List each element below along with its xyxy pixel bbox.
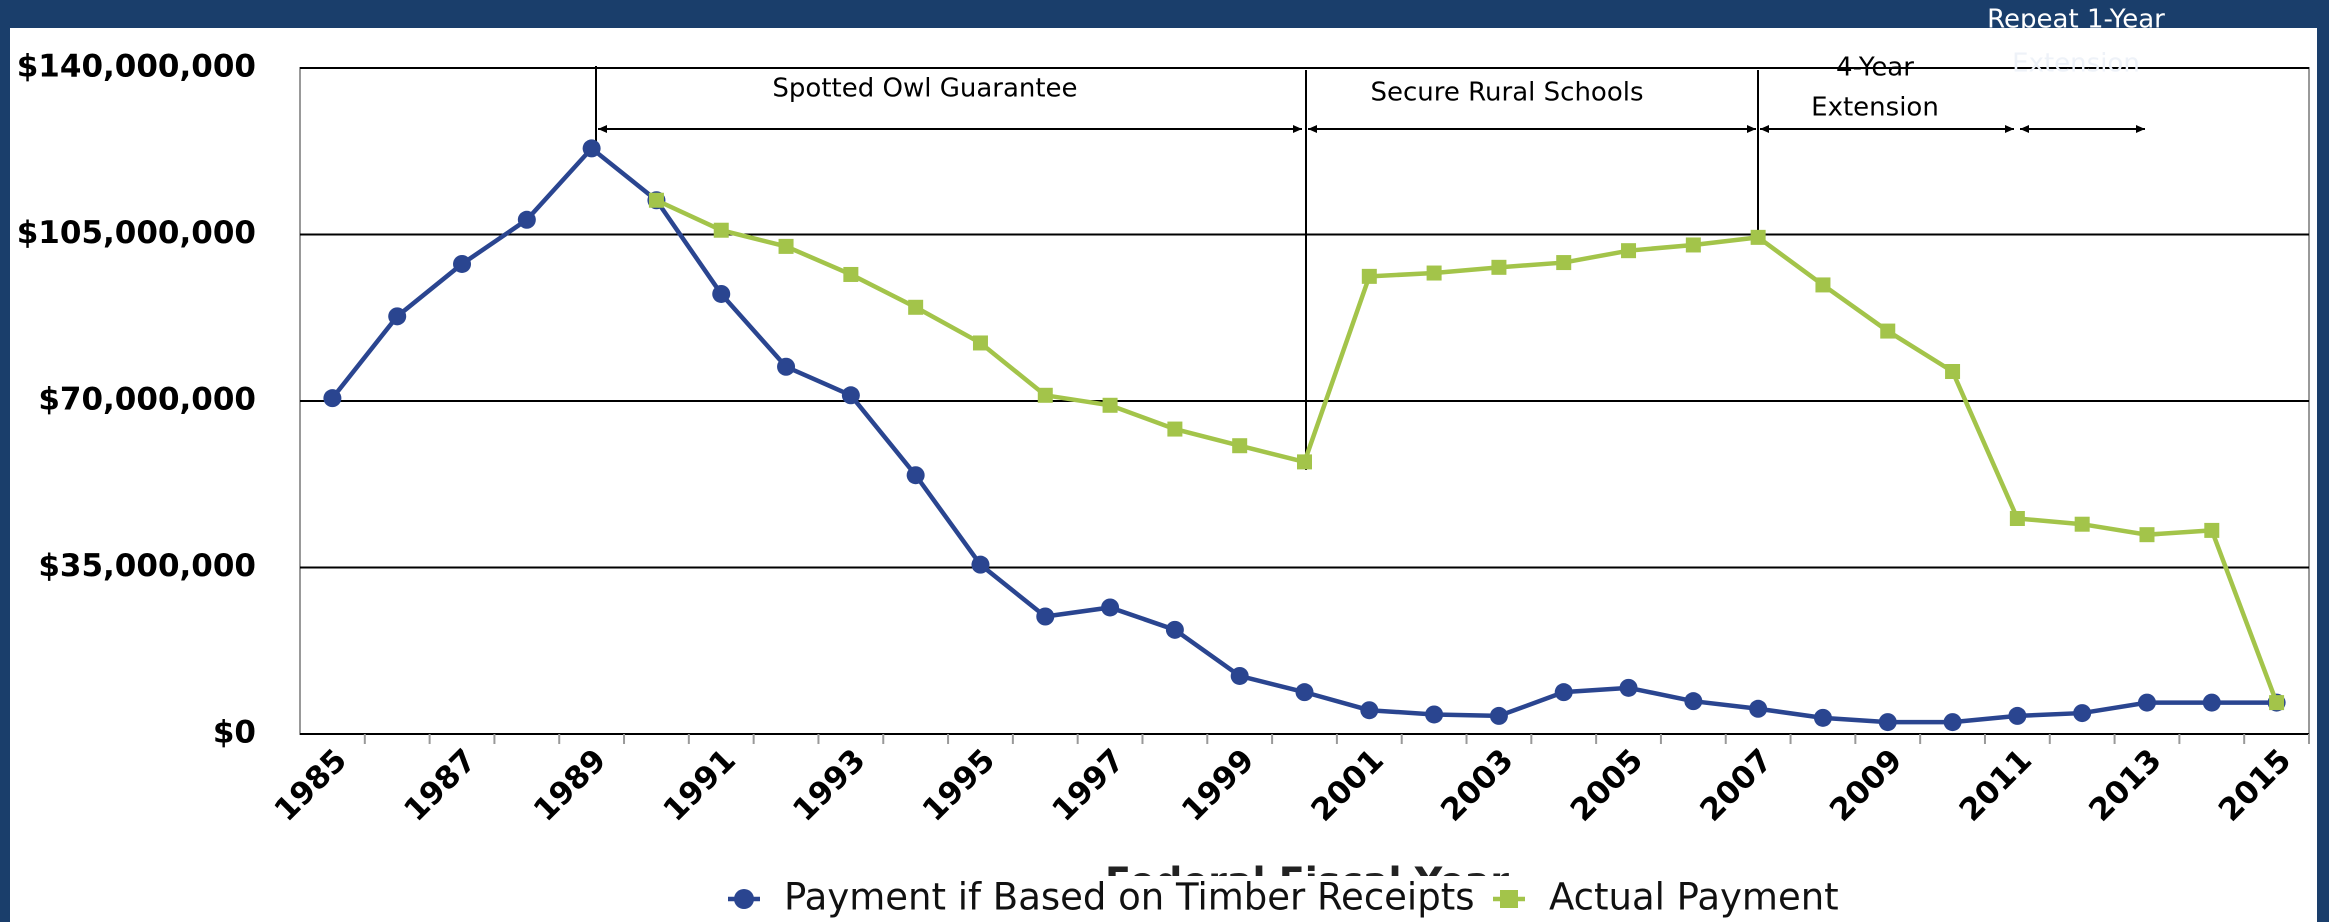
data-point [1945, 364, 1961, 380]
annotation: 4-Year [1836, 53, 1914, 83]
annotation: Spotted Owl Guarantee [772, 74, 1077, 104]
data-point [777, 357, 796, 376]
data-point [1360, 701, 1379, 720]
data-point [1556, 255, 1572, 271]
background [10, 28, 2317, 922]
data-point [713, 222, 729, 238]
data-point [1165, 620, 1184, 639]
y-tick-label: $0 [213, 715, 256, 751]
data-point [1426, 265, 1442, 281]
data-point [1684, 692, 1703, 711]
data-point [1232, 438, 1248, 454]
data-point [1297, 454, 1312, 470]
data-point [1621, 243, 1637, 259]
data-point [906, 466, 925, 485]
data-point [453, 254, 472, 273]
data-point [1489, 706, 1508, 725]
data-point [2202, 693, 2221, 712]
y-tick-label: $70,000,000 [38, 382, 256, 418]
y-tick-label: $105,000,000 [17, 215, 256, 251]
data-point [1036, 607, 1055, 626]
data-point [1813, 708, 1832, 727]
data-point [2204, 522, 2220, 538]
data-point [712, 284, 731, 303]
y-tick-label: $140,000,000 [17, 49, 256, 85]
legend-background [10, 876, 2317, 922]
data-point [1554, 683, 1573, 702]
data-point [1749, 699, 1768, 718]
data-point [2074, 516, 2090, 532]
data-point [2269, 695, 2285, 711]
data-point [1685, 237, 1701, 253]
annotations [595, 66, 2145, 470]
data-point [517, 210, 536, 229]
data-point [323, 389, 342, 408]
legend-label: Actual Payment [1549, 876, 1839, 919]
data-point [582, 139, 601, 158]
data-point [2008, 706, 2027, 725]
data-point [1295, 683, 1314, 702]
data-point [1491, 259, 1507, 275]
data-point [2137, 693, 2156, 712]
data-point [908, 299, 924, 315]
series-line [655, 198, 2279, 704]
data-point [1750, 229, 1766, 245]
data-point [1943, 713, 1962, 732]
data-point [1880, 323, 1896, 339]
data-point [1619, 678, 1638, 697]
data-point [843, 266, 859, 282]
data-point [2139, 527, 2155, 543]
data-point [1230, 666, 1249, 685]
data-point [2073, 704, 2092, 723]
legend-label: Payment if Based on Timber Receipts [784, 876, 1474, 919]
data-point [1167, 421, 1183, 437]
data-point [1878, 713, 1897, 732]
data-point [971, 555, 990, 574]
legend-marker [734, 889, 754, 909]
data-point [2009, 511, 2025, 527]
data-point [648, 192, 664, 208]
data-point [1101, 598, 1120, 617]
data-point [1361, 268, 1377, 284]
annotation: Extension [2012, 49, 2140, 79]
data-point [841, 386, 860, 405]
data-point [1815, 277, 1831, 293]
data-point [1425, 705, 1444, 724]
data-point [1102, 397, 1118, 413]
annotation: Secure Rural Schools [1371, 78, 1644, 108]
annotation: Extension [1811, 93, 1939, 123]
data-point [1037, 387, 1053, 403]
legend-marker [1500, 890, 1518, 908]
data-point [388, 307, 407, 326]
data-point [778, 238, 794, 254]
data-point [972, 335, 988, 351]
y-tick-label: $35,000,000 [38, 548, 256, 584]
annotation: Repeat 1-Year [1987, 5, 2165, 35]
